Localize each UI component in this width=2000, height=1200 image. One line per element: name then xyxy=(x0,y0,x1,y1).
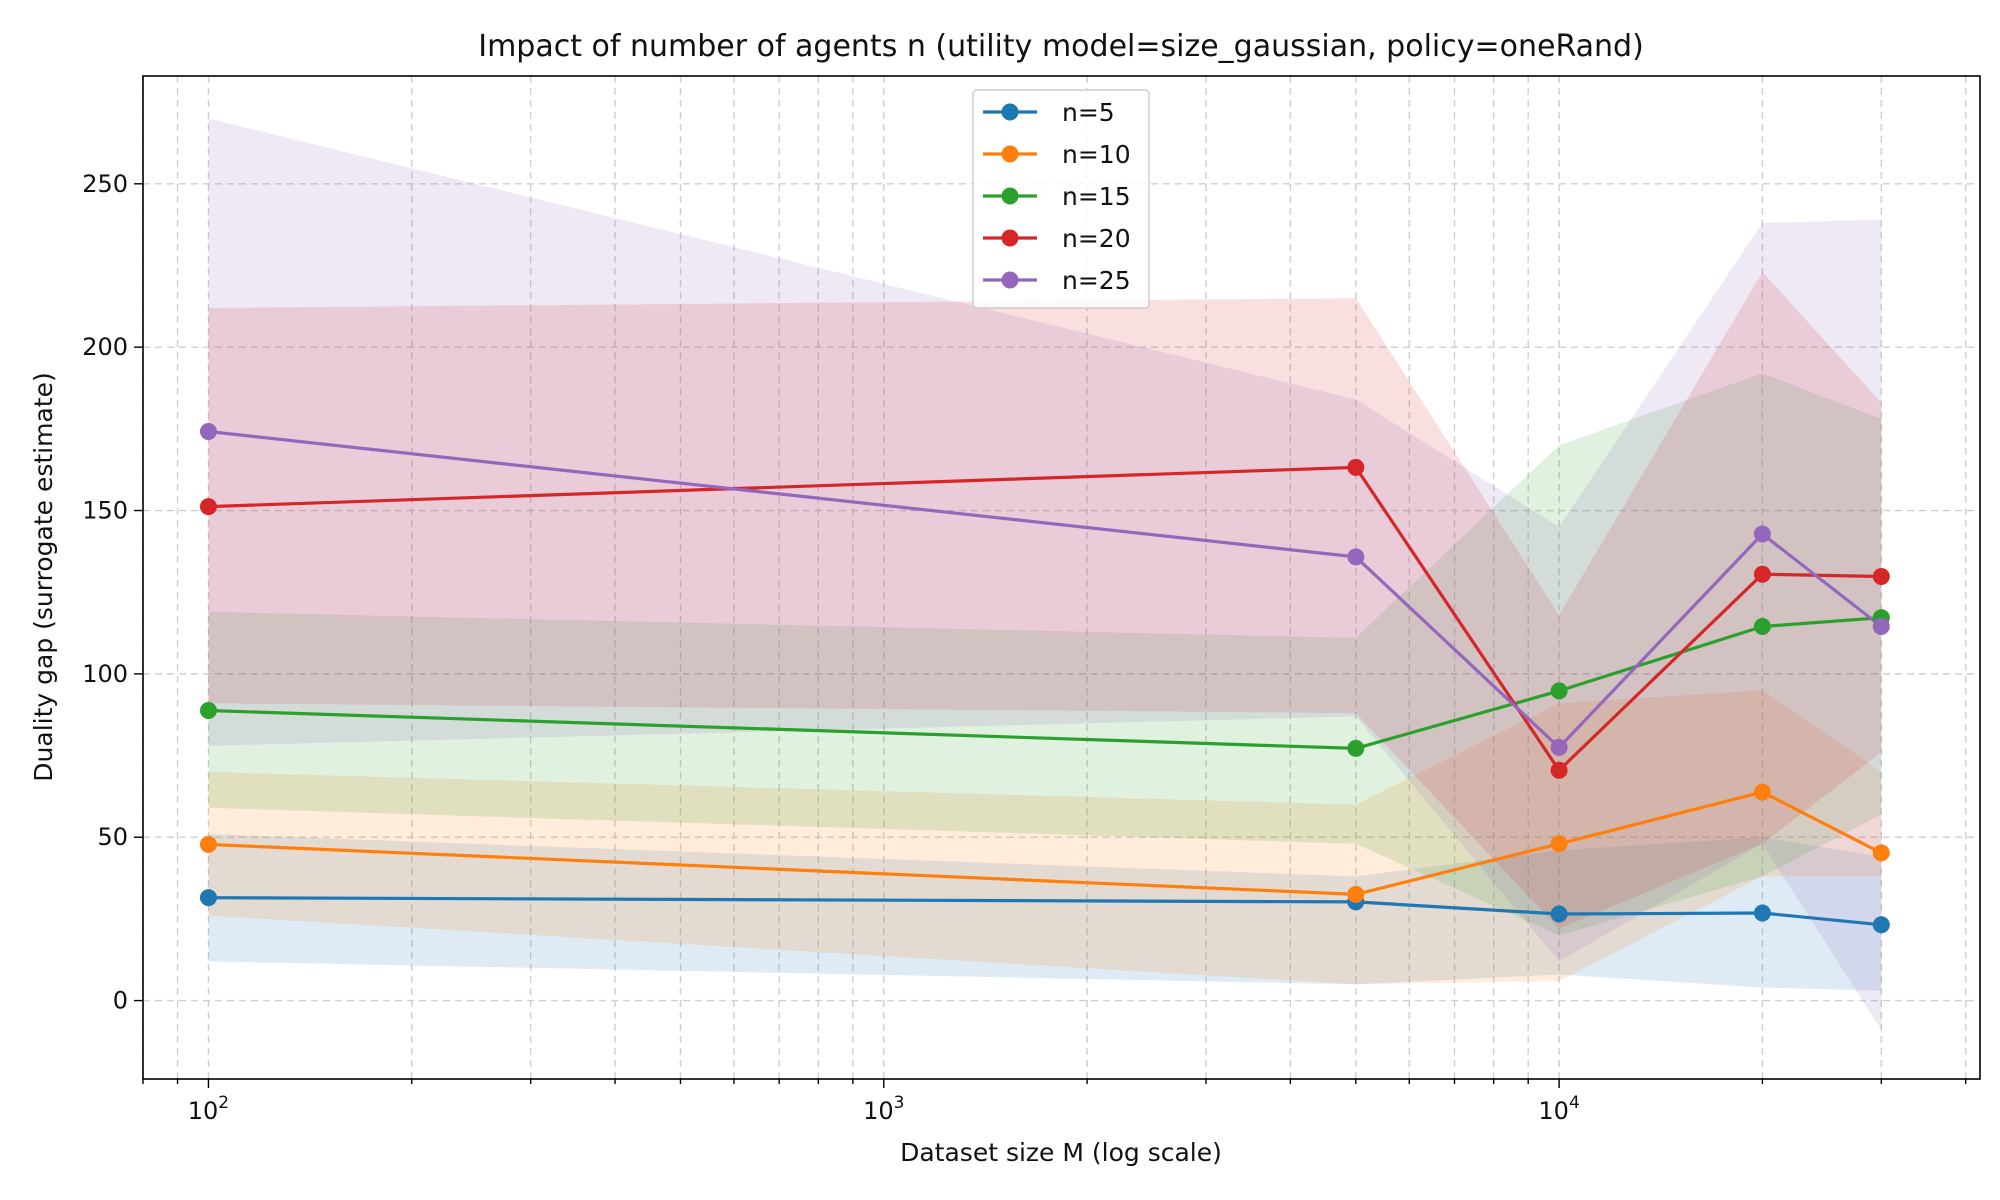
legend-marker-n=15 xyxy=(1001,187,1019,205)
y-tick-label: 150 xyxy=(82,497,128,525)
y-tick-label: 200 xyxy=(82,333,128,361)
x-tick-label: 104 xyxy=(1538,1093,1579,1125)
x-tick-label: 102 xyxy=(188,1093,229,1125)
data-point-n=25 xyxy=(199,422,217,440)
data-point-n=20 xyxy=(199,498,217,516)
legend-label: n=15 xyxy=(1062,182,1131,211)
y-tick-label: 50 xyxy=(97,823,128,851)
data-point-n=15 xyxy=(1347,739,1365,757)
series-markers xyxy=(199,422,1890,934)
legend-label: n=25 xyxy=(1062,266,1131,295)
data-point-n=15 xyxy=(1550,682,1568,700)
confidence-band-n=15 xyxy=(208,373,1882,936)
y-axis-label: Duality gap (surrogate estimate) xyxy=(29,372,58,781)
y-axis-ticks: 0 50 100 150 200 250 xyxy=(82,170,143,1015)
legend-label: n=10 xyxy=(1062,140,1131,169)
y-tick-label: 250 xyxy=(82,170,128,198)
data-point-n=20 xyxy=(1753,565,1771,583)
data-point-n=25 xyxy=(1550,738,1568,756)
y-tick-label: 0 xyxy=(113,987,128,1015)
legend-items: n=5 n=10 n=15 n=20 n=25 xyxy=(983,98,1131,295)
data-point-n=10 xyxy=(1347,885,1365,903)
data-point-n=25 xyxy=(1347,548,1365,566)
x-axis-label: Dataset size M (log scale) xyxy=(900,1138,1222,1167)
chart-title: Impact of number of agents n (utility mo… xyxy=(478,29,1644,64)
data-point-n=5 xyxy=(1872,916,1890,934)
data-point-n=20 xyxy=(1872,568,1890,586)
legend-marker-n=5 xyxy=(1001,103,1019,121)
legend-label: n=5 xyxy=(1062,98,1115,127)
legend-marker-n=25 xyxy=(1001,271,1019,289)
data-point-n=20 xyxy=(1550,761,1568,779)
legend-marker-n=20 xyxy=(1001,229,1019,247)
confidence-band-n=20 xyxy=(208,272,1882,929)
data-point-n=10 xyxy=(199,835,217,853)
x-tick-label: 103 xyxy=(863,1093,904,1125)
x-axis-ticks: 102 103 104 xyxy=(142,1079,1967,1125)
legend: n=5 n=10 n=15 n=20 n=25 xyxy=(972,89,1150,309)
confidence-band-n=25 xyxy=(208,118,1882,1030)
confidence-band-n=5 xyxy=(208,834,1882,991)
legend-marker-n=10 xyxy=(1001,145,1019,163)
legend-box xyxy=(972,89,1150,309)
y-tick-label: 100 xyxy=(82,660,128,688)
plot-frame xyxy=(142,75,1981,1080)
data-point-n=5 xyxy=(1550,905,1568,923)
data-point-n=20 xyxy=(1347,458,1365,476)
legend-label: n=20 xyxy=(1062,224,1131,253)
data-point-n=10 xyxy=(1550,835,1568,853)
confidence-band-n=10 xyxy=(208,690,1882,985)
data-point-n=25 xyxy=(1753,525,1771,543)
confidence-bands xyxy=(208,118,1882,1030)
data-point-n=5 xyxy=(1753,904,1771,922)
data-point-n=15 xyxy=(199,701,217,719)
data-point-n=15 xyxy=(1753,618,1771,636)
data-point-n=10 xyxy=(1872,844,1890,862)
data-point-n=10 xyxy=(1753,783,1771,801)
data-point-n=5 xyxy=(199,889,217,907)
data-point-n=25 xyxy=(1872,618,1890,636)
